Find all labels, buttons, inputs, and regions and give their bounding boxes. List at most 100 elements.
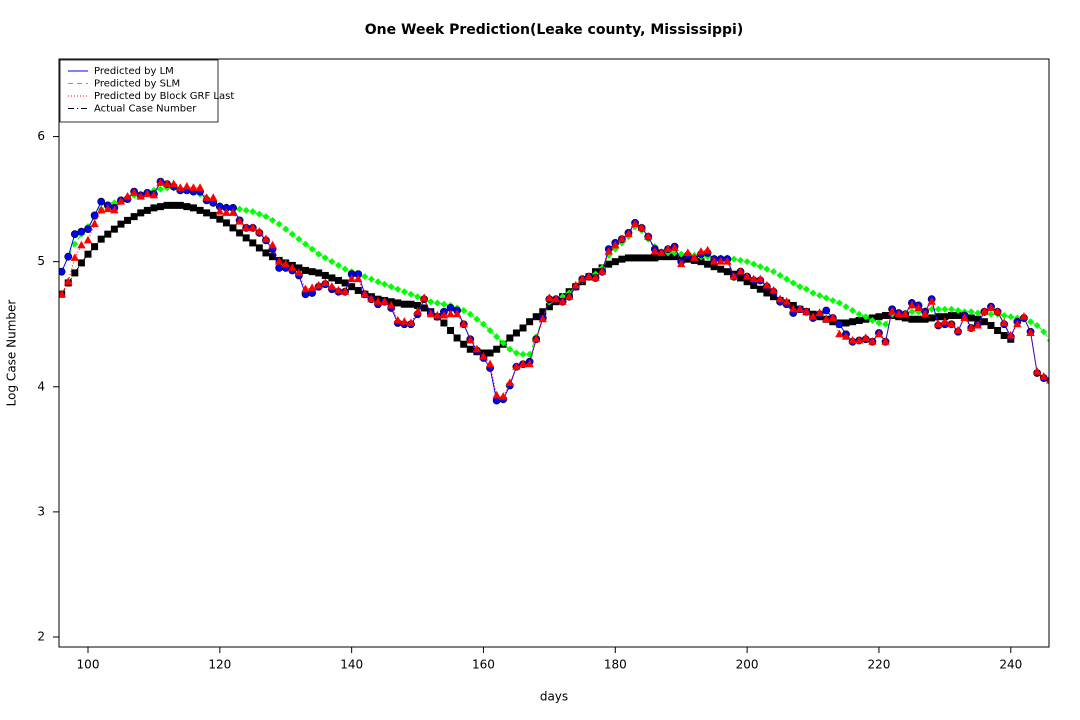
point [386,300,396,309]
point [414,301,422,309]
point [328,274,336,282]
point [769,293,777,301]
point [809,289,817,297]
point [750,281,758,289]
point [275,264,284,272]
point [887,307,897,315]
point [183,203,191,211]
point [617,234,627,243]
point [921,315,929,323]
point [736,267,745,275]
point [882,311,890,319]
x-tick-label: 200 [736,658,759,672]
point [203,209,211,217]
legend-label: Actual Case Number [94,104,197,115]
point [354,274,363,283]
point [302,266,310,274]
point [381,280,389,288]
point [70,230,79,239]
point [683,248,693,256]
point [1007,313,1015,321]
point [103,204,112,213]
point [157,203,165,211]
point [769,285,778,294]
point [1046,338,1049,343]
point [953,325,963,334]
point [341,265,349,273]
point [730,255,738,263]
point [347,274,356,283]
point [908,308,916,316]
point [170,201,178,209]
x-tick-label: 120 [208,658,231,672]
point [967,314,975,322]
point [77,240,86,249]
point [512,329,520,337]
point [281,259,290,268]
point [59,289,66,298]
point [1040,328,1048,336]
point [130,213,138,221]
point [314,280,323,289]
point [874,329,884,338]
point [96,205,106,214]
point [637,223,646,231]
point [447,326,455,334]
point [737,256,745,264]
point [855,310,863,318]
point [222,208,231,216]
point [485,359,495,368]
point [947,305,955,313]
point [802,307,811,315]
point [518,359,528,368]
point [808,312,818,320]
point [742,272,752,280]
point [334,261,342,269]
point [360,289,370,298]
point [137,209,145,217]
point [1006,330,1015,339]
plot-area [59,177,1049,405]
point [466,310,474,318]
point [124,216,132,224]
point [941,313,949,321]
point [446,309,455,318]
point [295,235,303,243]
point [202,193,211,201]
point [947,311,955,319]
point [328,258,336,266]
point [460,340,468,348]
point [236,205,244,213]
point [1046,378,1049,384]
point [914,315,922,323]
point [407,300,415,308]
point [327,282,337,290]
point [413,307,422,315]
point [743,278,751,286]
point [77,259,85,267]
point [269,216,277,224]
point [756,263,764,271]
point [308,268,316,276]
point [472,344,482,353]
point [611,258,619,266]
point [868,337,877,345]
point [274,257,284,265]
point [756,285,764,293]
point [670,243,679,251]
point [433,299,441,307]
point [380,297,389,305]
point [466,335,475,344]
point [875,319,883,327]
x-tick-label: 160 [472,658,495,672]
point [308,245,316,253]
point [644,254,652,262]
point [644,232,653,240]
point [440,319,448,327]
point [618,255,626,263]
point [307,283,317,291]
point [460,306,468,314]
y-tick-label: 6 [37,129,45,143]
point [987,321,995,329]
point [512,362,521,370]
